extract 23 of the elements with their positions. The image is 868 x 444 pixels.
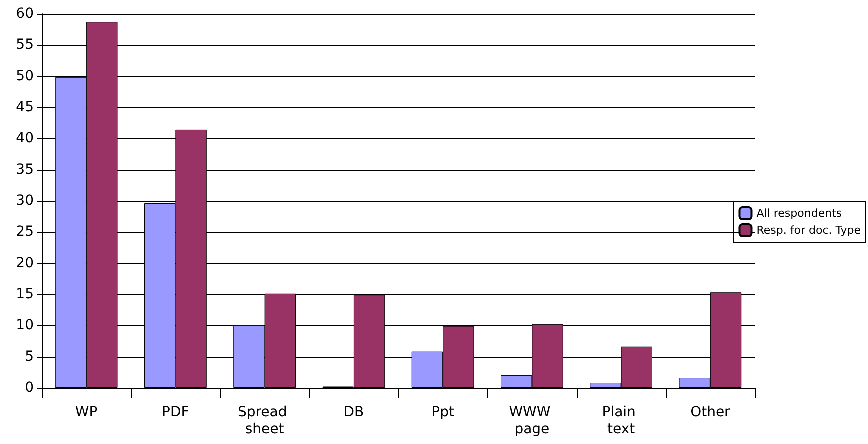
y-tick-label: 45 [16, 100, 34, 116]
y-tick-label: 35 [16, 162, 34, 178]
x-tick-label: WP [75, 404, 98, 420]
x-tick-label: Spread sheet [238, 404, 292, 438]
y-tick-label: 40 [16, 130, 34, 147]
y-tick-label: 30 [16, 193, 34, 209]
y-tick-label: 50 [16, 68, 34, 84]
y-tick-label: 25 [16, 224, 34, 240]
x-tick-label: PDF [162, 404, 190, 420]
y-tick-label: 15 [16, 286, 34, 302]
x-tick-label: WWW page [509, 404, 556, 438]
x-tick-label: Plain text [602, 404, 640, 438]
x-tick-label: Ppt [432, 404, 455, 420]
y-tick-label: 0 [25, 380, 34, 396]
y-tick-label: 10 [16, 318, 34, 334]
y-tick-label: 55 [16, 37, 34, 54]
x-tick-label: DB [344, 404, 364, 420]
legend-label: All respondents [756, 207, 842, 220]
y-tick-label: 5 [25, 348, 34, 365]
y-tick-label: 20 [16, 255, 34, 272]
x-tick-label: Other [690, 404, 731, 420]
y-tick-label: 60 [16, 6, 34, 22]
legend-label: Resp. for doc. Type [756, 224, 862, 237]
